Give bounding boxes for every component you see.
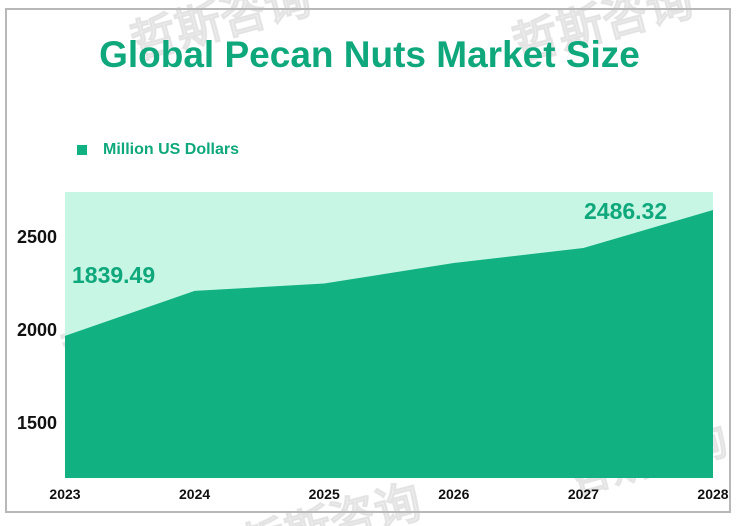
data-label-2023: 1839.49 (72, 262, 156, 288)
x-tick-label-2025: 2025 (308, 486, 340, 502)
legend-label: Million US Dollars (103, 141, 240, 158)
chart-title: Global Pecan Nuts Market Size (99, 34, 640, 75)
x-tick-label-2026: 2026 (438, 486, 470, 502)
legend-swatch-icon (77, 145, 87, 155)
y-tick-label-2000: 2000 (16, 319, 57, 340)
y-tick-label-2500: 2500 (16, 227, 57, 247)
y-tick-label-1500: 1500 (16, 412, 57, 433)
x-tick-label-2024: 2024 (179, 486, 211, 502)
x-tick-label-2028: 2028 (697, 486, 729, 502)
data-label-2028: 2486.32 (584, 198, 668, 224)
plot-area (65, 192, 713, 478)
x-tick-label-2023: 2023 (49, 486, 81, 502)
legend: Million US Dollars (77, 141, 239, 159)
x-tick-label-2027: 2027 (567, 486, 599, 502)
area-series-pecan-market (65, 210, 713, 478)
area-chart-svg (65, 210, 713, 478)
